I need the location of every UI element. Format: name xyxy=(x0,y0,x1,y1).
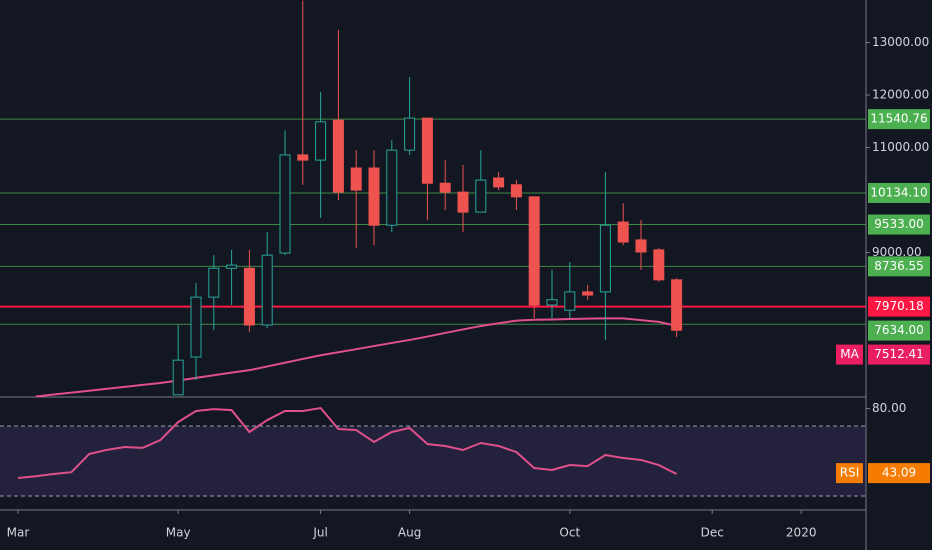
ma-value: 7512.41 xyxy=(874,347,924,361)
y-tick-label: 9000.00 xyxy=(872,245,922,259)
candle-body xyxy=(421,117,433,184)
x-tick-label: Jul xyxy=(312,526,327,540)
ma-line xyxy=(35,317,677,398)
level-label: 10134.10 xyxy=(870,185,927,199)
ma-name: MA xyxy=(840,347,859,361)
y-tick-label: 13000.00 xyxy=(872,35,929,49)
level-label-box xyxy=(868,214,930,235)
rsi-value: 43.09 xyxy=(882,466,916,480)
candle-body xyxy=(510,184,522,198)
level-label: 9533.00 xyxy=(874,217,924,231)
candle-body xyxy=(617,221,629,243)
candle-body xyxy=(172,359,184,396)
level-label-box xyxy=(868,320,930,341)
level-label: 8736.55 xyxy=(874,259,924,273)
rsi-band-fill xyxy=(0,426,866,497)
candle-body xyxy=(457,191,469,213)
candle-body xyxy=(297,154,309,161)
rsi-value-box xyxy=(868,463,930,484)
candle-body xyxy=(350,167,362,191)
x-tick-label: Dec xyxy=(701,526,724,540)
candle-body xyxy=(315,121,327,161)
candle-body xyxy=(493,177,505,188)
level-label: 7634.00 xyxy=(874,323,924,337)
candle-body xyxy=(404,117,416,151)
candle-body xyxy=(582,291,594,296)
candle-body xyxy=(671,279,683,331)
level-label: 11540.76 xyxy=(870,112,927,126)
level-label-box xyxy=(868,182,930,203)
candle-body xyxy=(261,254,273,326)
candle-body xyxy=(546,299,558,306)
candle-body xyxy=(635,239,647,253)
level-label-box xyxy=(868,296,930,317)
rsi-y-tick-label: 80.00 xyxy=(872,401,906,415)
candle-body xyxy=(564,291,576,311)
candle-body xyxy=(386,149,398,226)
candle-body xyxy=(190,296,202,358)
level-label-box xyxy=(868,109,930,130)
candle-body xyxy=(226,264,238,269)
rsi-name-box xyxy=(836,463,863,484)
y-tick-label: 11000.00 xyxy=(872,140,929,154)
candle-body xyxy=(243,267,255,326)
candle-body xyxy=(368,167,380,226)
candle-body xyxy=(528,196,540,306)
x-tick-label: 2020 xyxy=(786,526,817,540)
candle-body xyxy=(439,182,451,193)
x-tick-label: Oct xyxy=(559,526,580,540)
rsi-name: RSI xyxy=(840,466,860,480)
y-tick-label: 12000.00 xyxy=(872,88,929,102)
candle-body xyxy=(279,154,291,254)
ma-value-box xyxy=(868,344,930,365)
rsi-line xyxy=(17,406,678,479)
candle-body xyxy=(475,179,487,213)
x-tick-label: Mar xyxy=(7,526,30,540)
candle-body xyxy=(208,267,220,298)
level-label: 7970.18 xyxy=(874,299,924,313)
candle-body xyxy=(332,119,344,193)
ma-name-box xyxy=(836,344,863,365)
x-tick-label: Aug xyxy=(398,526,421,540)
candle-body xyxy=(599,224,611,293)
x-tick-label: May xyxy=(166,526,191,540)
candle-body xyxy=(653,249,665,281)
level-label-box xyxy=(868,256,930,277)
